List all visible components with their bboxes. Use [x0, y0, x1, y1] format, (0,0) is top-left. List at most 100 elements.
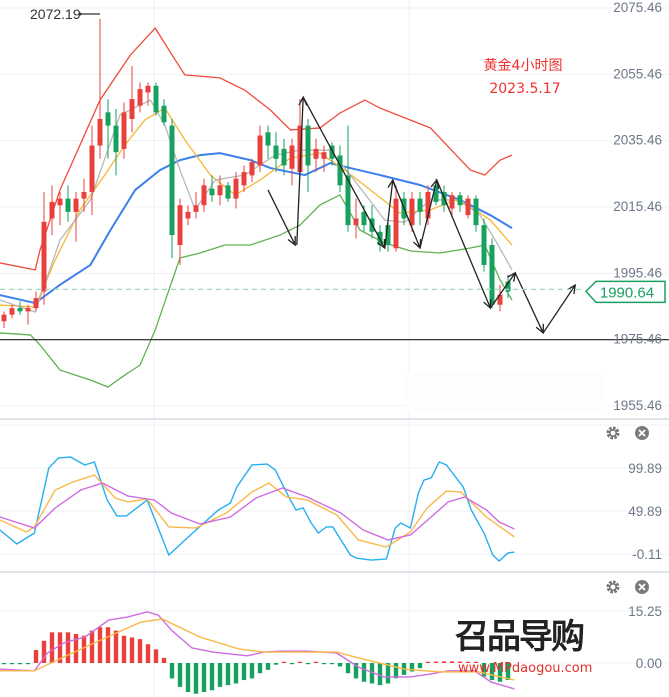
candle-down [17, 301, 23, 315]
price-tick-label: 2035.46 [613, 133, 662, 148]
candle-up [73, 191, 79, 242]
candle-up [241, 165, 247, 192]
price-panel[interactable]: 2072.19 黄金4小时图 2023.5.17 2075.462055.462… [0, 0, 669, 413]
macd-bar-positive [89, 630, 95, 663]
candle-up [121, 102, 127, 159]
arrow-head [287, 236, 296, 247]
candle-up [33, 291, 39, 312]
candle-body [385, 225, 391, 246]
candle-body [497, 294, 503, 305]
macd-bar-positive [33, 650, 39, 663]
arrow-shaft [419, 179, 438, 249]
candle-up [185, 205, 191, 226]
candle-body [353, 218, 359, 226]
close-icon[interactable] [634, 425, 650, 441]
macd-bar-positive [145, 644, 151, 663]
candle-up [145, 82, 151, 106]
macd-bar-positive [281, 661, 287, 663]
candle-body [137, 89, 143, 106]
candle-body [217, 185, 223, 196]
arrow-shaft [542, 284, 576, 334]
candle-up [25, 304, 31, 325]
candle-body [97, 118, 103, 146]
candle-body [9, 308, 15, 315]
candle-body [65, 198, 71, 212]
candle-body [505, 281, 511, 292]
macd-bar-positive [73, 634, 79, 663]
stochastic-panel[interactable]: 99.89 49.89 -0.11 [0, 456, 662, 562]
macd-j-line [0, 611, 515, 690]
macd-histogram [1, 627, 511, 694]
candle-up [49, 185, 55, 236]
candle-down [489, 238, 495, 309]
macd-bar-negative [17, 663, 23, 665]
candle-down [505, 274, 511, 299]
candle-body [201, 185, 207, 206]
candle-body [41, 221, 47, 292]
macd-bar-negative [329, 663, 335, 665]
candle-up [137, 82, 143, 113]
arrow-head [567, 283, 577, 295]
candle-body [313, 148, 319, 159]
macd-bar-negative [337, 663, 343, 667]
macd-bar-positive [57, 632, 63, 663]
macd-bar-negative [353, 663, 359, 679]
max-price-dot [78, 12, 82, 16]
candle-body [257, 135, 263, 166]
candle-body [449, 195, 455, 209]
candle-down [153, 82, 159, 116]
candle-body [345, 175, 351, 226]
macd-bar-negative [305, 663, 311, 665]
macd-bar-negative [217, 663, 223, 687]
ma-blue-line [0, 152, 513, 305]
candle-body [417, 198, 423, 212]
boll-lower-line [0, 194, 513, 388]
candle-down [281, 138, 287, 176]
macd-tick-label: 0.00 [636, 656, 662, 671]
candle-down [225, 182, 231, 202]
arrow-shaft [489, 272, 516, 309]
arrow-head [507, 271, 517, 282]
candle-down [169, 118, 175, 259]
candle-body [193, 205, 199, 212]
macd-bar-negative [193, 663, 199, 694]
close-icon[interactable] [634, 579, 650, 595]
price-tick-label: 2075.46 [613, 0, 662, 15]
candle-body [337, 155, 343, 186]
macd-bar-positive [161, 657, 167, 663]
watermark-logo: 召品导购 [455, 617, 585, 657]
macd-bar-positive [433, 661, 439, 663]
arrow-shaft [267, 189, 296, 246]
candle-up [353, 198, 359, 239]
stochastic-d-line [0, 474, 515, 548]
candle-body [25, 308, 31, 312]
candle-up [449, 191, 455, 216]
arrow-shaft [392, 179, 421, 249]
candle-body [49, 201, 55, 219]
macd-panel[interactable]: 15.25 0.00 [0, 604, 662, 694]
macd-bar-negative [225, 663, 231, 686]
price-tick-label: 2055.46 [613, 66, 662, 81]
macd-bar-positive [313, 661, 319, 663]
candle-up [393, 185, 399, 252]
candle-body [81, 191, 87, 199]
candle-body [489, 245, 495, 305]
stochastic-tick-label: 99.89 [628, 461, 662, 476]
gear-icon[interactable] [605, 425, 621, 441]
candle-down [457, 191, 463, 212]
candle-body [249, 162, 255, 176]
gear-icon[interactable] [605, 579, 621, 595]
max-price-label: 2072.19 [30, 6, 81, 22]
macd-bar-positive [473, 661, 479, 663]
macd-bar-negative [505, 663, 511, 681]
candle-down [329, 142, 335, 166]
candle-body [265, 132, 271, 146]
macd-bar-positive [449, 661, 455, 663]
last-price-badge: 1990.64 [584, 280, 666, 304]
candle-body [33, 298, 39, 309]
candle-body [297, 125, 303, 173]
macd-bar-negative [177, 663, 183, 687]
macd-bar-positive [113, 630, 119, 663]
macd-bar-negative [345, 663, 351, 674]
macd-bar-negative [377, 663, 383, 686]
